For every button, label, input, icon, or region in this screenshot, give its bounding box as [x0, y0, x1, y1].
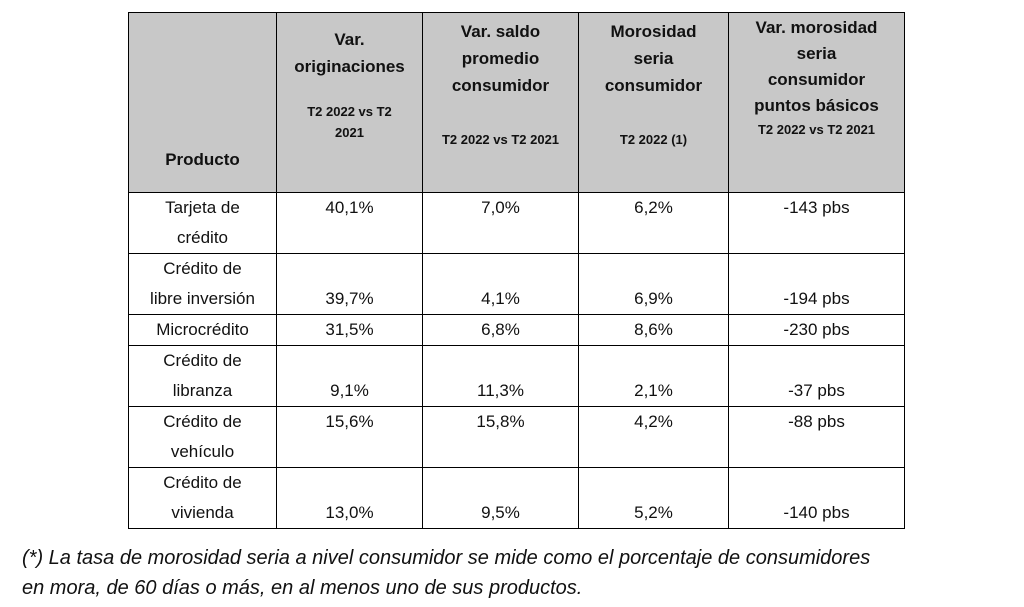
header-title-line: originaciones [294, 57, 405, 76]
morosidad-cell: 6,9% [578, 253, 729, 315]
morosidad-cell: 4,2% [578, 406, 729, 468]
var-morosidad-cell: -143 pbs [728, 192, 905, 254]
originaciones-cell: 9,1% [276, 345, 423, 407]
table-row: Microcrédito 31,5% 6,8% 8,6% -230 pbs [128, 314, 905, 346]
producto-line: Tarjeta de [165, 198, 240, 217]
header-title-line: seria [796, 44, 837, 63]
header-var-morosidad: Var. morosidad seria consumidor puntos b… [728, 12, 905, 193]
morosidad-cell: 8,6% [578, 314, 729, 346]
originaciones-cell: 13,0% [276, 467, 423, 529]
producto-line: Crédito de [163, 351, 242, 370]
var-morosidad-cell: -230 pbs [728, 314, 905, 346]
producto-line: libre inversión [150, 289, 255, 308]
header-subtitle-line: T2 2022 vs T2 2021 [441, 132, 560, 147]
header-subtitle-line: T2 2022 vs T2 [307, 104, 392, 119]
producto-line: crédito [176, 228, 229, 247]
header-title-line: consumidor [451, 76, 550, 95]
var-morosidad-cell: -88 pbs [728, 406, 905, 468]
header-row: Producto Var. originaciones T2 2022 vs T… [128, 12, 905, 193]
producto-cell: Tarjeta de crédito [128, 192, 277, 254]
originaciones-cell: 15,6% [276, 406, 423, 468]
data-table: Producto Var. originaciones T2 2022 vs T… [128, 12, 905, 529]
producto-cell: Microcrédito [128, 314, 277, 346]
saldo-cell: 9,5% [422, 467, 579, 529]
header-title-line: Var. morosidad [755, 18, 878, 37]
saldo-cell: 15,8% [422, 406, 579, 468]
saldo-cell: 6,8% [422, 314, 579, 346]
producto-line: Crédito de [163, 412, 242, 431]
table-row: Tarjeta de crédito 40,1% 7,0% 6,2% -143 p… [128, 192, 905, 254]
morosidad-cell: 6,2% [578, 192, 729, 254]
header-subtitle-line: T2 2022 (1) [619, 132, 688, 147]
header-title-line: Var. saldo [460, 22, 541, 41]
header-saldo: Var. saldo promedio consumidor T2 2022 v… [422, 12, 579, 193]
table-row: Crédito de libre inversión 39,7% 4,1% 6,9… [128, 253, 905, 315]
producto-line: Crédito de [163, 473, 242, 492]
header-title-line: promedio [461, 49, 540, 68]
table-row: Crédito de vehículo 15,6% 15,8% 4,2% -88 … [128, 406, 905, 468]
producto-line: Microcrédito [156, 320, 249, 339]
header-subtitle-line: T2 2022 vs T2 2021 [757, 122, 876, 137]
header-title-line: puntos básicos [754, 96, 879, 115]
header-title-line: Morosidad [610, 22, 697, 41]
header-title-line: seria [633, 49, 674, 68]
originaciones-cell: 39,7% [276, 253, 423, 315]
footnote-line: en mora, de 60 días o más, en al menos u… [22, 577, 583, 599]
var-morosidad-cell: -140 pbs [728, 467, 905, 529]
footnote-line: (*) La tasa de morosidad seria a nivel c… [22, 547, 871, 569]
producto-cell: Crédito de vivienda [128, 467, 277, 529]
var-morosidad-cell: -194 pbs [728, 253, 905, 315]
header-subtitle-line: 2021 [335, 125, 364, 140]
table-row: Crédito de vivienda 13,0% 9,5% 5,2% -140 … [128, 467, 905, 529]
header-title-line: consumidor [604, 76, 703, 95]
header-morosidad: Morosidad seria consumidor T2 2022 (1) [578, 12, 729, 193]
producto-cell: Crédito de libranza [128, 345, 277, 407]
header-producto-label: Producto [165, 150, 240, 169]
originaciones-cell: 40,1% [276, 192, 423, 254]
producto-line: Crédito de [163, 259, 242, 278]
producto-cell: Crédito de vehículo [128, 406, 277, 468]
header-originaciones: Var. originaciones T2 2022 vs T2 2021 [276, 12, 423, 193]
producto-line: libranza [172, 381, 233, 400]
saldo-cell: 7,0% [422, 192, 579, 254]
morosidad-cell: 2,1% [578, 345, 729, 407]
originaciones-cell: 31,5% [276, 314, 423, 346]
morosidad-cell: 5,2% [578, 467, 729, 529]
saldo-cell: 11,3% [422, 345, 579, 407]
producto-cell: Crédito de libre inversión [128, 253, 277, 315]
header-producto: Producto [128, 12, 277, 193]
saldo-cell: 4,1% [422, 253, 579, 315]
footnote: (*) La tasa de morosidad seria a nivel c… [22, 543, 870, 603]
header-title-line: Var. [334, 30, 365, 49]
var-morosidad-cell: -37 pbs [728, 345, 905, 407]
table-row: Crédito de libranza 9,1% 11,3% 2,1% -37 p… [128, 345, 905, 407]
producto-line: vivienda [171, 503, 234, 522]
producto-line: vehículo [170, 442, 235, 461]
header-title-line: consumidor [767, 70, 866, 89]
